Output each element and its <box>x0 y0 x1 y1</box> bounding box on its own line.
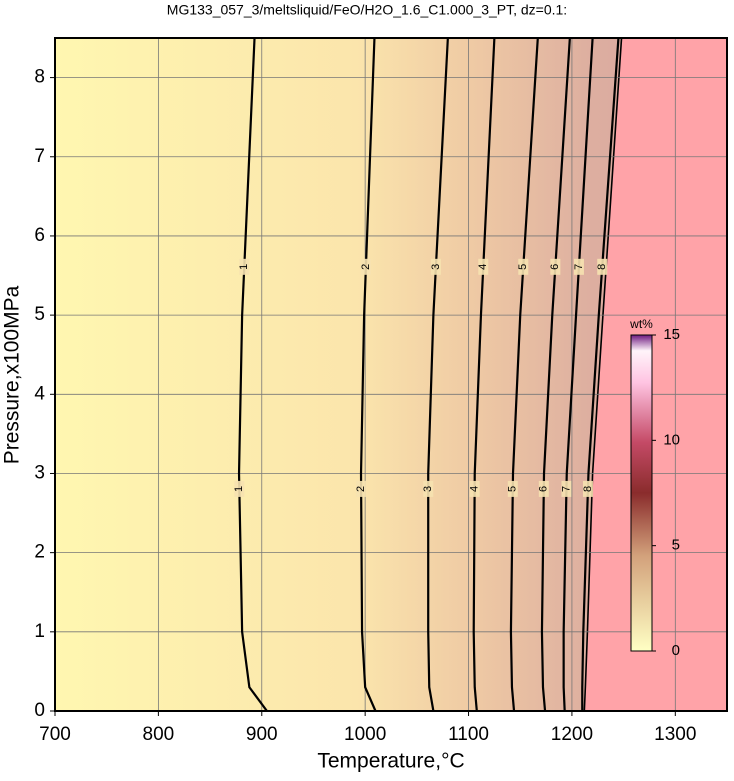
contour-label-bg <box>518 258 529 275</box>
contour-label: 7 <box>560 486 572 492</box>
contour-label-bg <box>507 480 518 497</box>
contour-label: 8 <box>596 264 608 270</box>
contour-label-bg <box>469 480 480 497</box>
contour-label: 5 <box>517 264 529 270</box>
contour-label: 7 <box>573 264 585 270</box>
x-tick-label: 1300 <box>654 724 696 745</box>
y-axis-title: Pressure,x100MPa <box>1 285 24 464</box>
contour-label: 4 <box>469 486 481 492</box>
contour-label-bg <box>423 480 434 497</box>
contour-label: 1 <box>238 264 250 270</box>
x-tick-label: 700 <box>39 724 71 745</box>
y-tick-label: 7 <box>34 146 45 167</box>
x-tick-label: 800 <box>143 724 175 745</box>
contour-label-bg <box>582 480 593 497</box>
colorbar-tick-label: 10 <box>663 431 680 448</box>
contour-label-bg <box>234 480 245 497</box>
chart-title: MG133_057_3/meltsliquid/FeO/H2O_1.6_C1.0… <box>167 2 567 18</box>
y-tick-label: 2 <box>34 542 45 563</box>
colorbar <box>630 334 653 652</box>
x-tick-label: 1100 <box>448 724 489 745</box>
contour-label: 3 <box>422 486 434 492</box>
contour-label: 2 <box>355 486 367 492</box>
contour-label: 4 <box>477 264 489 270</box>
contour-label: 2 <box>360 264 372 270</box>
contour-label-bg <box>360 258 371 275</box>
contour-label: 8 <box>582 486 594 492</box>
x-axis-title: Temperature,°C <box>317 750 464 773</box>
y-tick-label: 3 <box>34 462 45 483</box>
colorbar-label: wt% <box>629 317 653 331</box>
y-tick-label: 5 <box>34 304 45 325</box>
x-tick-label: 900 <box>246 724 278 745</box>
contour-label-bg <box>430 258 441 275</box>
plot-area: 1 1 2 2 3 3 4 4 5 5 6 6 7 7 8 8 <box>55 38 727 711</box>
contour-label: 5 <box>507 486 519 492</box>
overlay: 700 800 900 1000 1100 1200 1300012345678wt%051… <box>34 37 728 745</box>
contour-label-bg <box>573 258 584 275</box>
y-tick-label: 4 <box>34 383 45 404</box>
y-tick-label: 8 <box>34 67 45 88</box>
contour-label-bg <box>597 258 608 275</box>
plot-frame <box>54 37 728 712</box>
colorbar-tick-label: 5 <box>672 537 680 554</box>
x-tick-label: 1200 <box>551 724 593 745</box>
contour-label-bg <box>538 480 549 497</box>
colorbar-tick-label: 0 <box>672 642 680 659</box>
contour-label: 3 <box>430 264 442 270</box>
x-tick-label: 1000 <box>344 724 386 745</box>
y-tick-label: 0 <box>34 700 45 721</box>
contour-label-bg <box>356 480 367 497</box>
contour-label: 1 <box>233 486 245 492</box>
contour-label: 6 <box>549 264 561 270</box>
contour-label-bg <box>561 480 572 497</box>
contour-label-bg <box>478 258 489 275</box>
colorbar-tick-label: 15 <box>663 326 680 343</box>
contour-label-bg <box>550 258 561 275</box>
y-tick-label: 1 <box>34 621 45 642</box>
y-tick-label: 6 <box>34 225 45 246</box>
contour-label-bg <box>239 258 250 275</box>
contour-label: 6 <box>538 486 550 492</box>
